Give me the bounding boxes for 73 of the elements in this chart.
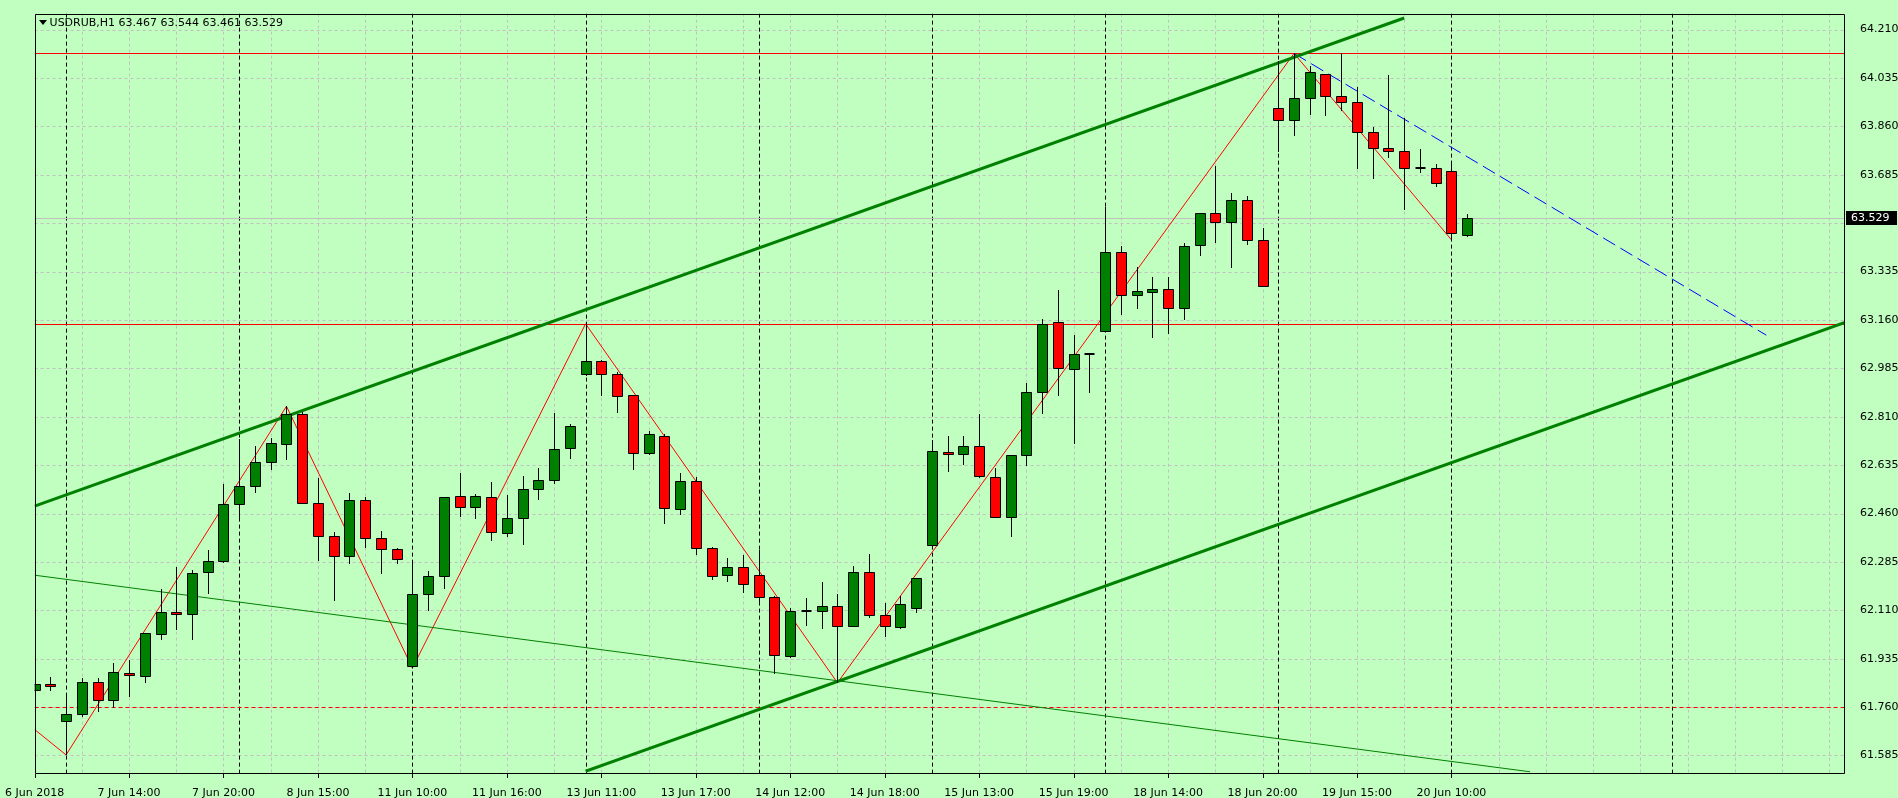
x-tick-label: 18 Jun 14:00: [1133, 786, 1204, 798]
candlestick: [1383, 74, 1394, 159]
y-tick-label: 63.160: [1860, 312, 1898, 326]
x-tick-label: 18 Jun 20:00: [1227, 786, 1298, 798]
y-tick-label: 63.335: [1860, 264, 1898, 278]
y-tick-label: 64.035: [1860, 70, 1898, 84]
x-tick-label: 8 Jun 15:00: [286, 786, 350, 798]
x-tick-label: 7 Jun 20:00: [192, 786, 255, 798]
x-tick-label: 6 Jun 2018: [4, 786, 65, 798]
candlestick: [1431, 163, 1442, 188]
x-tick-label: 19 Jun 15:00: [1322, 786, 1392, 798]
ref-line-label: 63.529: [1851, 211, 1890, 225]
candlestick: [943, 435, 954, 473]
x-tick-label: 7 Jun 14:00: [97, 786, 161, 798]
candlestick: [1226, 192, 1237, 269]
y-tick-label: 62.810: [1860, 409, 1898, 423]
candlestick: [1462, 213, 1473, 238]
y-tick-label: 62.460: [1860, 506, 1898, 520]
x-tick-label: 13 Jun 17:00: [660, 786, 731, 798]
x-tick-label: 14 Jun 12:00: [755, 786, 826, 798]
y-tick-label: 62.985: [1860, 361, 1898, 375]
y-tick-label: 61.935: [1860, 651, 1898, 665]
y-tick-label: 63.860: [1860, 119, 1898, 133]
candlestick: [502, 494, 513, 538]
y-tick-label: 61.585: [1860, 748, 1898, 762]
candlestick: [250, 445, 261, 494]
candlestick: [738, 554, 749, 594]
y-tick-label: 63.685: [1860, 167, 1898, 181]
candlestick: [470, 493, 481, 520]
candlestick: [1368, 126, 1379, 180]
candlestick: [1399, 117, 1410, 211]
y-tick-label: 64.210: [1860, 22, 1898, 36]
candlestick: [376, 530, 387, 575]
candlestick: [722, 557, 733, 583]
x-tick-label: 15 Jun 19:00: [1038, 786, 1109, 798]
candlestick: [1289, 52, 1300, 137]
candlestick: [612, 371, 623, 414]
candlestick: [800, 597, 813, 627]
candlestick: [1083, 352, 1096, 394]
candlestick: [266, 437, 277, 471]
x-tick-label: 14 Jun 18:00: [849, 786, 920, 798]
x-tick-label: 15 Jun 13:00: [944, 786, 1015, 798]
candlestick: [644, 430, 655, 456]
y-tick-label: 62.635: [1860, 458, 1898, 471]
candlestick: [596, 359, 607, 397]
candlestick: [1147, 276, 1158, 339]
chart-title: USDRUB,H1 63.467 63.544 63.461 63.529: [49, 15, 284, 29]
x-tick-label: 20 Jun 10:00: [1416, 786, 1487, 798]
candlestick: [817, 581, 828, 630]
candlestick: [423, 570, 434, 612]
candlestick: [533, 467, 544, 501]
candlestick: [1320, 73, 1331, 117]
candlestick: [1132, 266, 1143, 310]
x-tick-label: 11 Jun 10:00: [377, 786, 448, 798]
candlestick: [880, 602, 891, 638]
candlestick: [329, 531, 340, 602]
candlestick: [455, 472, 466, 518]
candlestick: [171, 566, 182, 631]
candlestick: [203, 549, 214, 595]
candlestick: [565, 423, 576, 460]
candlestick: [895, 595, 906, 630]
x-tick-label: 11 Jun 16:00: [471, 786, 542, 798]
y-tick-label: 62.285: [1860, 554, 1898, 568]
candlestick: [1069, 334, 1080, 445]
x-tick-label: 13 Jun 11:00: [566, 786, 637, 798]
candlestick: [958, 435, 969, 466]
y-tick-label: 61.760: [1860, 699, 1898, 713]
candlestick: [832, 593, 843, 684]
candlestick: [1210, 165, 1221, 244]
candlestick: [156, 588, 167, 641]
candlestick: [124, 659, 135, 698]
y-tick-label: 62.110: [1860, 603, 1898, 617]
candlestick: [1414, 148, 1427, 174]
